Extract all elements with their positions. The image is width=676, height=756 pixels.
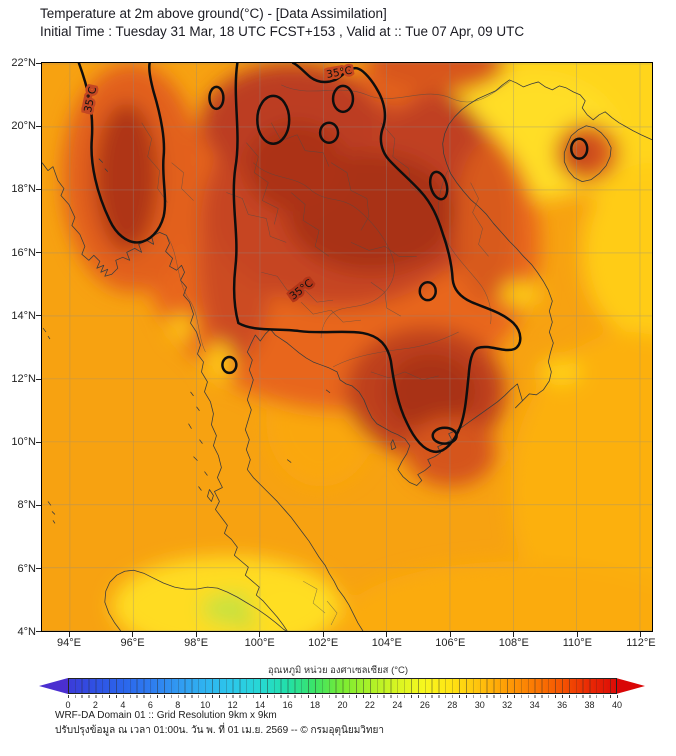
colorbar-right-arrow bbox=[616, 678, 645, 694]
colorbar-tick-label: 16 bbox=[282, 700, 293, 710]
colorbar-tick-label: 0 bbox=[65, 700, 71, 710]
colorbar-cell-lines bbox=[68, 678, 617, 694]
y-axis-label: 8°N bbox=[17, 499, 36, 512]
colorbar-minor-ticks bbox=[68, 695, 618, 698]
x-axis-tick bbox=[386, 632, 388, 637]
colorbar-tick-label: 12 bbox=[227, 700, 238, 710]
y-axis-label: 4°N bbox=[17, 625, 36, 638]
x-axis-label: 112°E bbox=[626, 637, 656, 649]
x-axis-label: 106°E bbox=[435, 637, 466, 649]
y-axis-tick bbox=[36, 378, 41, 380]
colorbar-tick-label: 28 bbox=[447, 700, 458, 710]
colorbar-tick-label: 30 bbox=[474, 700, 485, 710]
colorbar-tick-label: 2 bbox=[92, 700, 98, 710]
temperature-map-canvas: 35°C 35°C 35°C bbox=[42, 63, 652, 631]
x-axis-tick bbox=[132, 632, 134, 637]
y-axis-tick bbox=[36, 441, 41, 443]
colorbar-tick-label: 4 bbox=[120, 700, 126, 710]
footer-domain-info: WRF-DA Domain 01 :: Grid Resolution 9km … bbox=[55, 710, 277, 721]
x-axis-tick bbox=[259, 632, 261, 637]
y-axis-label: 20°N bbox=[11, 120, 36, 133]
y-axis-label: 14°N bbox=[11, 309, 36, 322]
colorbar-left-arrow bbox=[39, 678, 68, 694]
colorbar-tick-label: 6 bbox=[147, 700, 153, 710]
y-axis-label: 16°N bbox=[11, 246, 36, 259]
y-axis-label: 18°N bbox=[11, 183, 36, 196]
page-subtitle: Initial Time : Tuesday 31 Mar, 18 UTC FC… bbox=[40, 24, 525, 39]
footer: WRF-DA Domain 01 :: Grid Resolution 9km … bbox=[55, 709, 384, 738]
colorbar-tick-label: 40 bbox=[611, 700, 623, 710]
x-axis-label: 96°E bbox=[120, 637, 145, 649]
footer-update-info: ปรับปรุงข้อมูล ณ เวลา 01:00น. วัน พ. ที่… bbox=[55, 724, 384, 736]
colorbar-gradient bbox=[68, 678, 617, 694]
colorbar-tick-label: 14 bbox=[255, 700, 266, 710]
colorbar-tick-label: 34 bbox=[529, 700, 540, 710]
colorbar-title: อุณหภูมิ หน่วย องศาเซลเซียส (°C) bbox=[267, 665, 409, 676]
colorbar-tick-label: 24 bbox=[392, 700, 403, 710]
x-axis-tick bbox=[195, 632, 197, 637]
y-axis-tick bbox=[36, 125, 41, 127]
x-axis-label: 100°E bbox=[244, 637, 275, 649]
map-frame: 35°C 35°C 35°C bbox=[41, 62, 653, 632]
x-axis-tick bbox=[68, 632, 70, 637]
y-axis-tick bbox=[36, 252, 41, 254]
colorbar-tick-label: 22 bbox=[364, 700, 375, 710]
y-axis-label: 22°N bbox=[11, 57, 36, 69]
colorbar-tick-label: 32 bbox=[502, 700, 513, 710]
y-axis-label: 12°N bbox=[11, 373, 36, 385]
admin-borders bbox=[141, 80, 511, 626]
y-axis-tick bbox=[36, 568, 41, 570]
y-axis-tick bbox=[36, 188, 41, 190]
y-axis-tick bbox=[36, 631, 41, 633]
x-axis-label: 94°E bbox=[57, 637, 81, 649]
colorbar-tick-label: 26 bbox=[419, 700, 430, 710]
colorbar-tick-label: 20 bbox=[337, 700, 348, 710]
contour-35c bbox=[77, 63, 589, 453]
colorbar-tick-label: 38 bbox=[584, 700, 595, 710]
y-axis-label: 6°N bbox=[17, 562, 36, 575]
page-title: Temperature at 2m above ground(°C) - [Da… bbox=[40, 6, 387, 21]
temperature-field bbox=[42, 63, 652, 631]
y-axis-tick bbox=[36, 315, 41, 317]
colorbar-tick-label: 18 bbox=[310, 700, 321, 710]
title-block: Temperature at 2m above ground(°C) - [Da… bbox=[40, 5, 524, 41]
x-axis-label: 104°E bbox=[371, 637, 402, 649]
x-axis-tick bbox=[449, 632, 451, 637]
x-axis-tick bbox=[576, 632, 578, 637]
colorbar-tick-label: 36 bbox=[557, 700, 568, 710]
y-axis-label: 10°N bbox=[11, 436, 36, 449]
x-axis-label: 102°E bbox=[308, 637, 339, 649]
x-axis-tick bbox=[513, 632, 515, 637]
x-axis-label: 98°E bbox=[184, 637, 209, 649]
y-axis-tick bbox=[36, 62, 41, 64]
x-axis-tick bbox=[640, 632, 642, 637]
x-axis-tick bbox=[322, 632, 324, 637]
coastlines bbox=[42, 79, 652, 631]
colorbar-tick-label: 10 bbox=[200, 700, 211, 710]
colorbar-tick-label: 8 bbox=[175, 700, 181, 710]
x-axis-label: 108°E bbox=[498, 637, 529, 649]
y-axis-tick bbox=[36, 504, 41, 506]
x-axis-label: 110°E bbox=[562, 637, 593, 649]
